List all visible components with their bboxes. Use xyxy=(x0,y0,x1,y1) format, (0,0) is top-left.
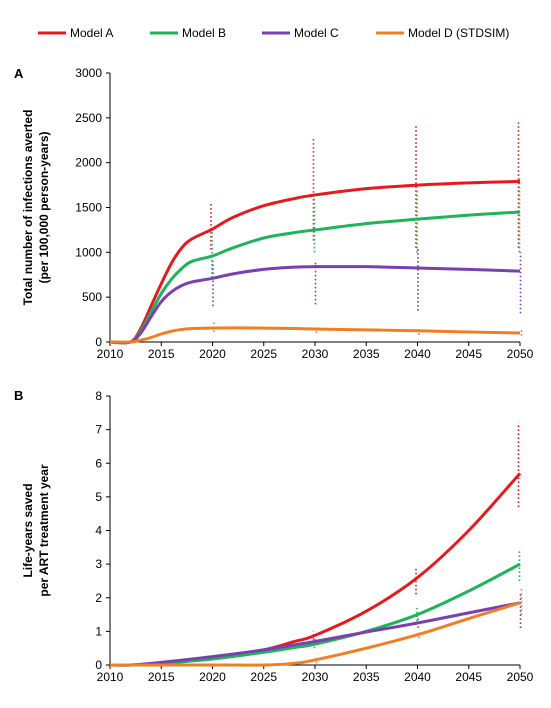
series-line-model-b xyxy=(109,210,521,345)
x-tick-label: 2050 xyxy=(507,670,534,684)
y-tick-label: 2000 xyxy=(75,156,102,170)
x-tick-label: 2040 xyxy=(404,670,431,684)
y-axis-label: (per 100,000 person-years) xyxy=(37,131,51,283)
x-tick-label: 2050 xyxy=(507,347,534,361)
y-tick-label: 3000 xyxy=(75,66,102,80)
legend-item-model-d-stdsim: Model D (STDSIM) xyxy=(376,26,509,40)
y-axis-label: Total number of infections averted xyxy=(21,110,35,306)
y-tick-label: 500 xyxy=(82,290,102,304)
x-tick-label: 2015 xyxy=(148,670,175,684)
panel-label: B xyxy=(14,388,23,403)
y-tick-label: 5 xyxy=(95,490,102,504)
series-line-model-d-stdsim xyxy=(109,326,521,344)
x-tick-label: 2035 xyxy=(353,347,380,361)
x-tick-label: 2045 xyxy=(455,670,482,684)
legend-item-model-c: Model C xyxy=(262,26,339,40)
x-tick-label: 2025 xyxy=(250,670,277,684)
y-tick-label: 2 xyxy=(95,591,102,605)
x-tick-label: 2010 xyxy=(97,347,124,361)
x-tick-label: 2035 xyxy=(353,670,380,684)
x-tick-label: 2040 xyxy=(404,347,431,361)
series-line-model-a xyxy=(109,179,521,345)
y-axis-label: Life-years saved xyxy=(21,483,35,577)
legend-label: Model B xyxy=(182,26,226,40)
y-tick-label: 7 xyxy=(95,423,102,437)
series-line-model-c xyxy=(109,265,521,345)
y-tick-label: 0 xyxy=(95,335,102,349)
x-tick-label: 2030 xyxy=(302,347,329,361)
x-tick-label: 2010 xyxy=(97,670,124,684)
series-line-model-d-stdsim xyxy=(110,601,521,667)
panel-b: B Life-years saved per ART treatment year 0… xyxy=(14,388,534,684)
panel-label: A xyxy=(14,66,24,81)
y-tick-label: 6 xyxy=(95,456,102,470)
series-line-model-c xyxy=(109,601,521,667)
series-line-model-a xyxy=(109,472,522,667)
y-tick-label: 0 xyxy=(95,658,102,672)
x-tick-label: 2030 xyxy=(302,670,329,684)
y-tick-label: 3 xyxy=(95,557,102,571)
legend: Model A Model B Model C Model D (STDSIM) xyxy=(38,26,509,40)
legend-label: Model C xyxy=(294,26,339,40)
x-tick-label: 2025 xyxy=(250,347,277,361)
legend-item-model-a: Model A xyxy=(38,26,113,40)
y-tick-label: 1500 xyxy=(75,201,102,215)
y-tick-label: 1 xyxy=(95,624,102,638)
legend-item-model-b: Model B xyxy=(150,26,226,40)
x-tick-label: 2015 xyxy=(148,347,175,361)
y-tick-label: 1000 xyxy=(75,245,102,259)
x-tick-label: 2020 xyxy=(199,347,226,361)
legend-label: Model D (STDSIM) xyxy=(408,26,509,40)
legend-label: Model A xyxy=(70,26,113,40)
x-tick-label: 2045 xyxy=(455,347,482,361)
y-tick-label: 2500 xyxy=(75,111,102,125)
y-axis-label: per ART treatment year xyxy=(37,464,51,597)
panel-a: A Total number of infections averted (per … xyxy=(14,66,534,361)
x-tick-label: 2020 xyxy=(199,670,226,684)
y-tick-label: 8 xyxy=(95,389,102,403)
y-tick-label: 4 xyxy=(95,524,102,538)
